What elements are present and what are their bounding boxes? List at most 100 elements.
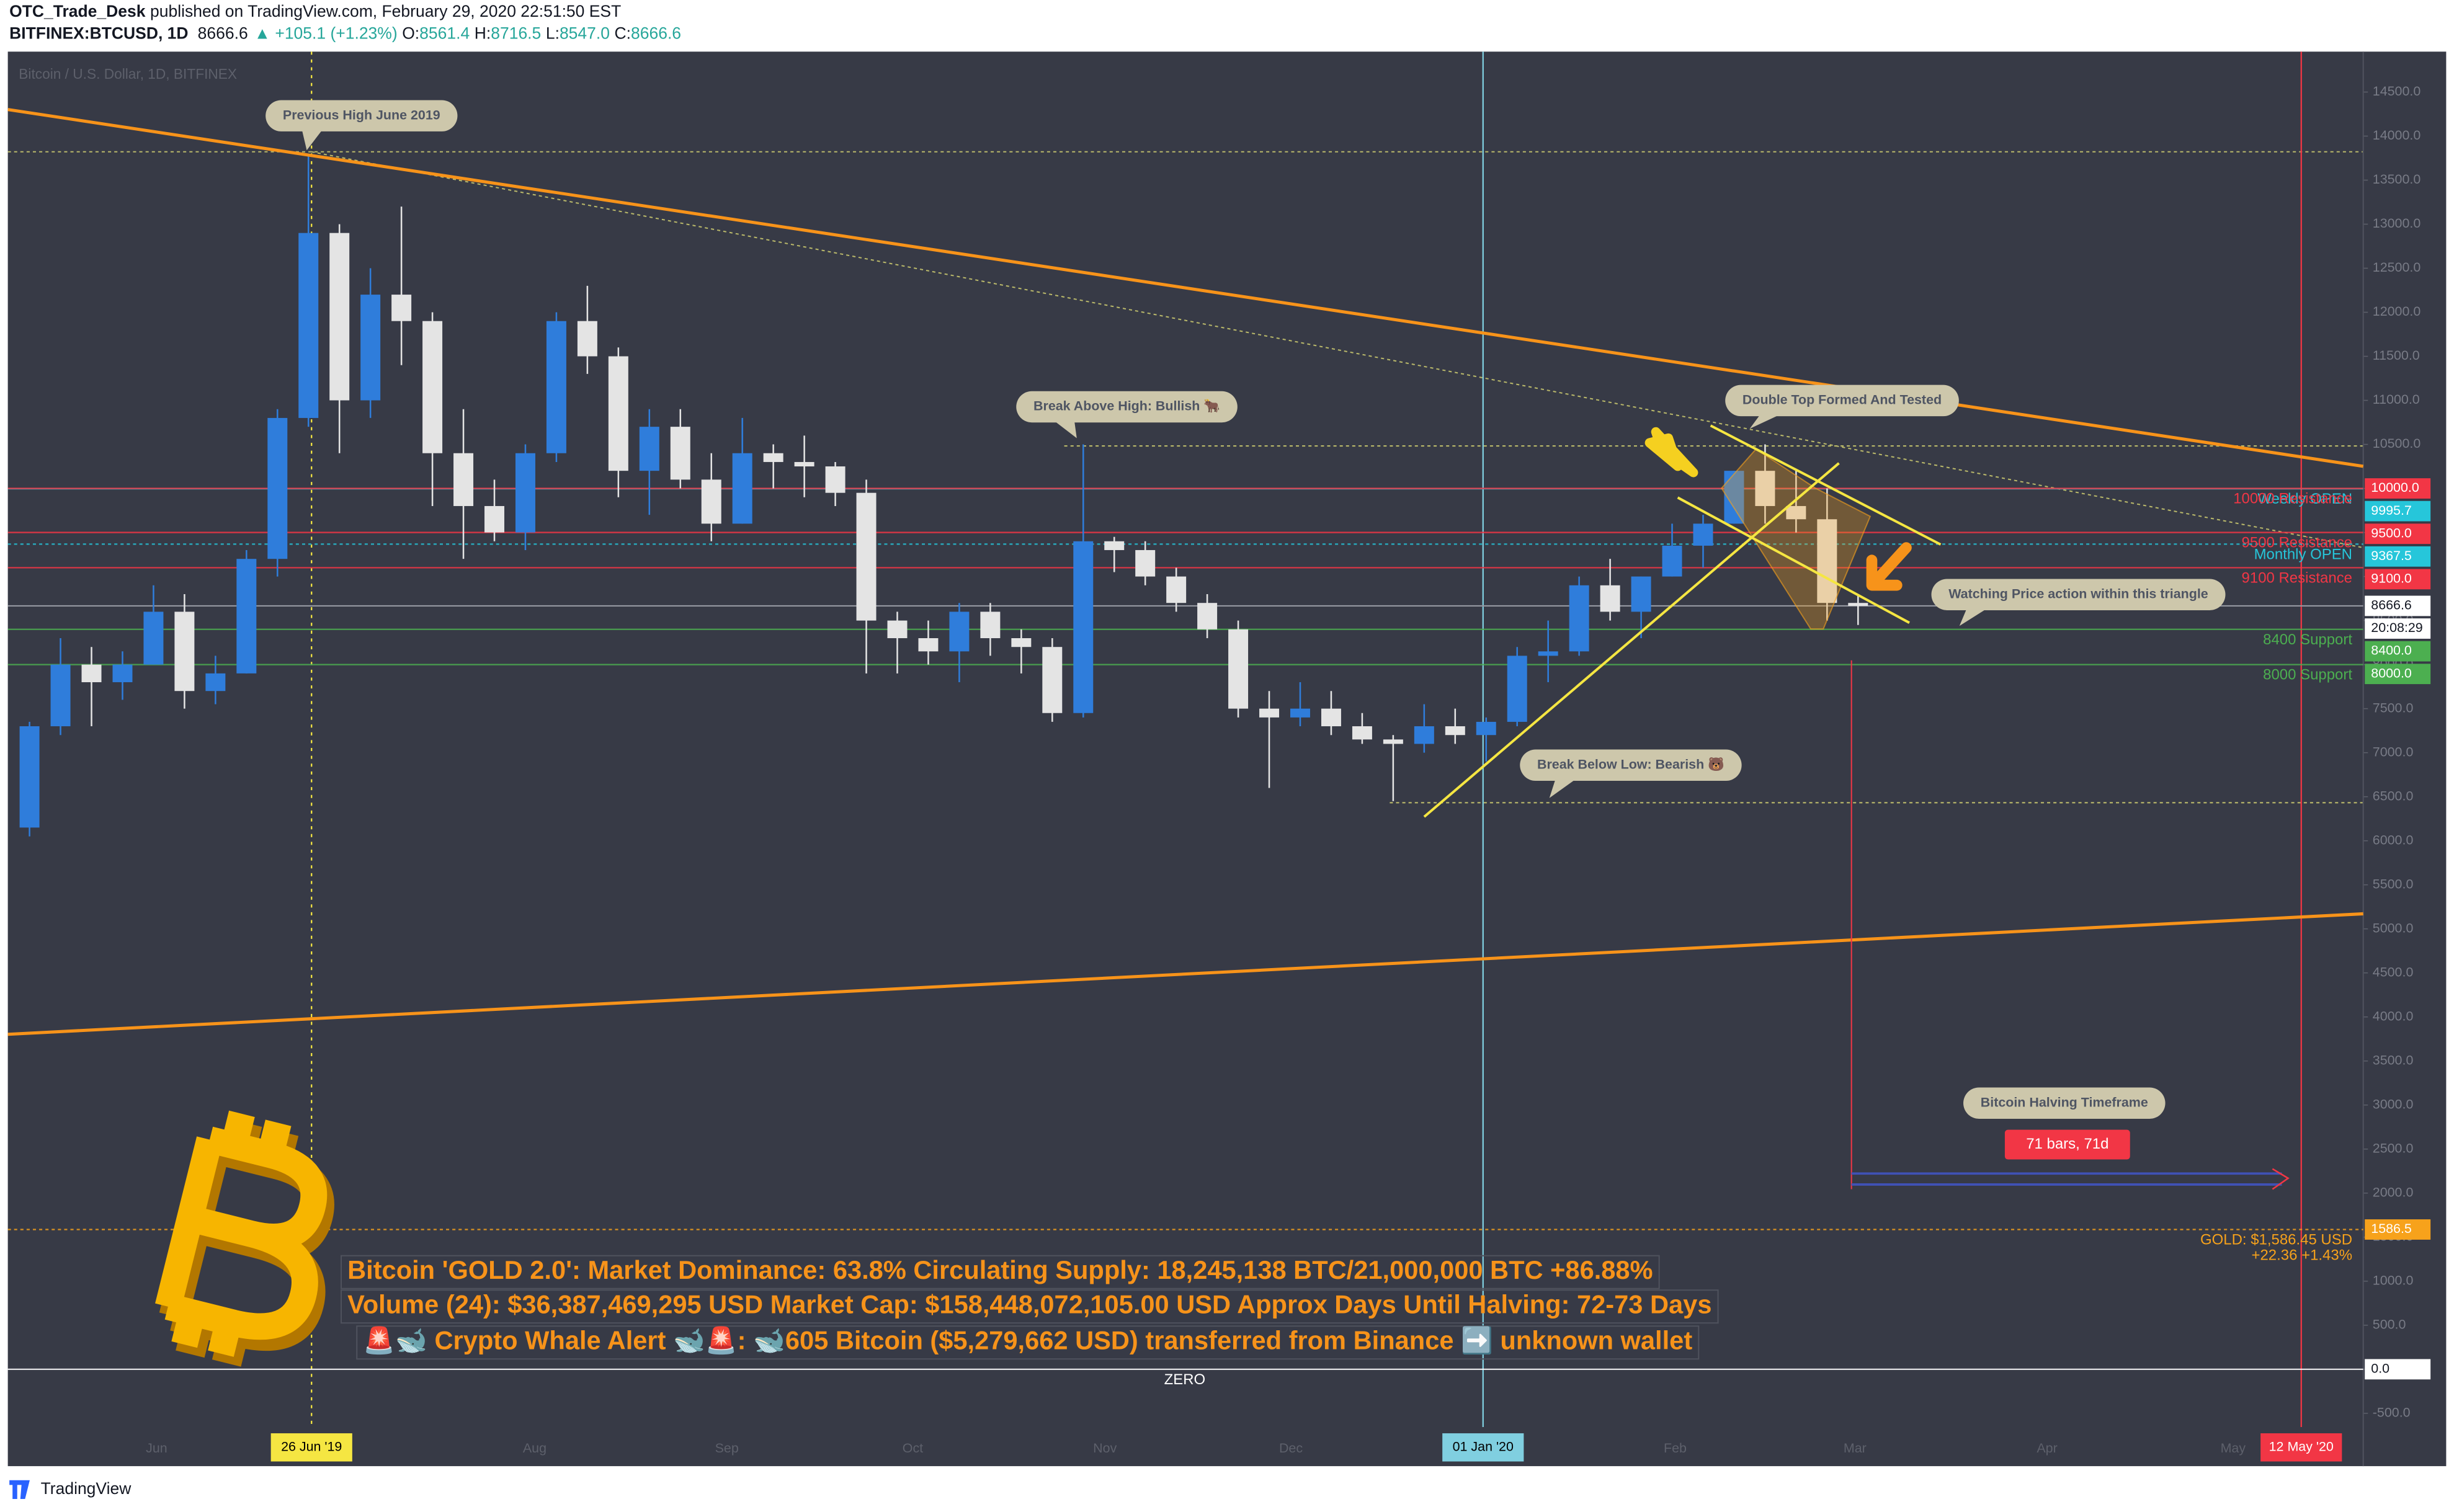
price-badge-label: 8666.6 (2371, 598, 2412, 613)
marker-label: 26 Jun '19 (281, 1439, 342, 1454)
annotation-tail (1549, 777, 1578, 798)
candle-body (1073, 541, 1094, 713)
candles (19, 153, 1868, 837)
ohlc-value: 8561.4 (419, 24, 470, 43)
y-tick-label: 14500.0 (2373, 84, 2421, 99)
candle-body (763, 453, 783, 462)
level-name: 8000 Support (2263, 667, 2352, 683)
candle-body (298, 233, 319, 418)
logo-glyph (155, 1110, 328, 1357)
x-tick-label: Oct (903, 1441, 923, 1456)
candle-body (1507, 656, 1527, 722)
ohlc-label: O: (402, 24, 419, 43)
y-tick-label: 14000.0 (2373, 128, 2421, 143)
annotation-text: Double Top Formed And Tested (1742, 393, 1942, 407)
price-badge (2365, 523, 2431, 545)
annotation-bg (1963, 1087, 2166, 1119)
level-name: ZERO (1164, 1371, 1206, 1388)
header-line1: OTC_Trade_Desk published on TradingView.c… (9, 2, 621, 20)
y-tick-label: 2500.0 (2373, 1141, 2414, 1155)
info-line: Bitcoin 'GOLD 2.0': Market Dominance: 63… (340, 1255, 1660, 1289)
price-badge-label: 8000.0 (2371, 665, 2412, 680)
candle-body (453, 453, 474, 506)
candle-body (1414, 726, 1434, 744)
y-tick-label: 4000.0 (2373, 1008, 2414, 1023)
annotation-bg (1725, 385, 1959, 417)
candle-body (1197, 603, 1218, 629)
candle-body (918, 638, 939, 652)
marker-label-bg (1442, 1433, 1524, 1462)
ohlc-value: 8666.6 (631, 24, 681, 43)
y-tick-label: 4500.0 (2373, 964, 2414, 979)
candle-body (1166, 576, 1187, 603)
price-badge-label: 9100.0 (2371, 571, 2412, 586)
info-line-box (340, 1289, 1719, 1324)
annotation: Bitcoin Halving Timeframe (1963, 1087, 2166, 1119)
annotation-text: Break Below Low: Bearish 🐻 (1537, 755, 1724, 772)
candle-body (1290, 708, 1310, 718)
price-badge (2365, 569, 2431, 590)
ascending-line (1423, 462, 1840, 818)
x-tick-label: Aug (523, 1441, 547, 1456)
price-badge-label: 20:08:29 (2371, 620, 2422, 635)
x-tick-label: Sep (715, 1441, 739, 1456)
candle-body (1352, 726, 1372, 740)
ohlc-label: H: (475, 24, 491, 43)
candle-body (1755, 471, 1775, 506)
annotation-bg (265, 100, 458, 131)
candle-body (174, 611, 195, 692)
annotation-tail (1052, 419, 1077, 438)
candle-body (670, 427, 690, 480)
candle-body (1383, 739, 1403, 744)
y-tick-label: 10500.0 (2373, 436, 2421, 451)
y-tick-label: 7500.0 (2373, 700, 2414, 715)
y-tick-label: 2000.0 (2373, 1185, 2414, 1199)
candle-body (1476, 721, 1496, 736)
marker-label-bg (2260, 1433, 2342, 1462)
marker-label: 12 May '20 (2269, 1439, 2334, 1454)
level-name: 9100 Resistance (2242, 569, 2352, 586)
price-badge (2365, 1219, 2431, 1240)
candle-body (701, 479, 721, 524)
candle-body (1135, 549, 1156, 577)
price-badge (2365, 595, 2431, 616)
price-badge-label: 9995.7 (2371, 503, 2412, 518)
info-line-text: Bitcoin 'GOLD 2.0': Market Dominance: 63… (347, 1255, 1653, 1284)
trend-dotted-line (311, 151, 2363, 549)
candle-body (391, 295, 412, 321)
annotation-bg (1931, 579, 2226, 610)
candle-body (608, 356, 628, 471)
annotation-bg (1016, 391, 1238, 423)
candle-body (236, 559, 257, 674)
x-tick-label: Dec (1279, 1441, 1303, 1456)
candle-body (577, 321, 597, 357)
brand: TradingView (41, 1479, 132, 1498)
info-line-box (340, 1255, 1660, 1289)
candle-body (329, 233, 350, 401)
channel-line (1677, 496, 1910, 624)
last-price: 8666.6 (198, 24, 248, 43)
candle-body (1693, 523, 1713, 546)
annotation-tail (301, 128, 324, 151)
header-line2: BITFINEX:BTCUSD, 1D 8666.6 ▲ +105.1 (+1.23… (9, 24, 681, 43)
y-tick-label: 12500.0 (2373, 260, 2421, 275)
candle-body (267, 417, 288, 559)
candle-body (1569, 585, 1589, 652)
candle-body (546, 321, 566, 453)
candle-body (1104, 541, 1125, 550)
symbol: BITFINEX:BTCUSD, 1D (9, 24, 188, 43)
price-badge-label: 9367.5 (2371, 548, 2412, 563)
annotation-text: Watching Price action within this triang… (1948, 586, 2208, 601)
y-tick-label: 6000.0 (2373, 832, 2414, 847)
price-badge-label: 9500.0 (2371, 525, 2412, 540)
level-name: Monthly OPEN (2254, 546, 2352, 563)
annotation: Previous High June 2019 (265, 100, 458, 151)
candle-body (1848, 603, 1868, 606)
annotation: Break Below Low: Bearish 🐻 (1520, 749, 1742, 798)
annotation: Watching Price action within this triang… (1931, 579, 2226, 626)
price-badge-label: 1586.5 (2371, 1221, 2412, 1236)
candle-body (360, 295, 381, 401)
y-tick-label: 500.0 (2373, 1317, 2406, 1332)
